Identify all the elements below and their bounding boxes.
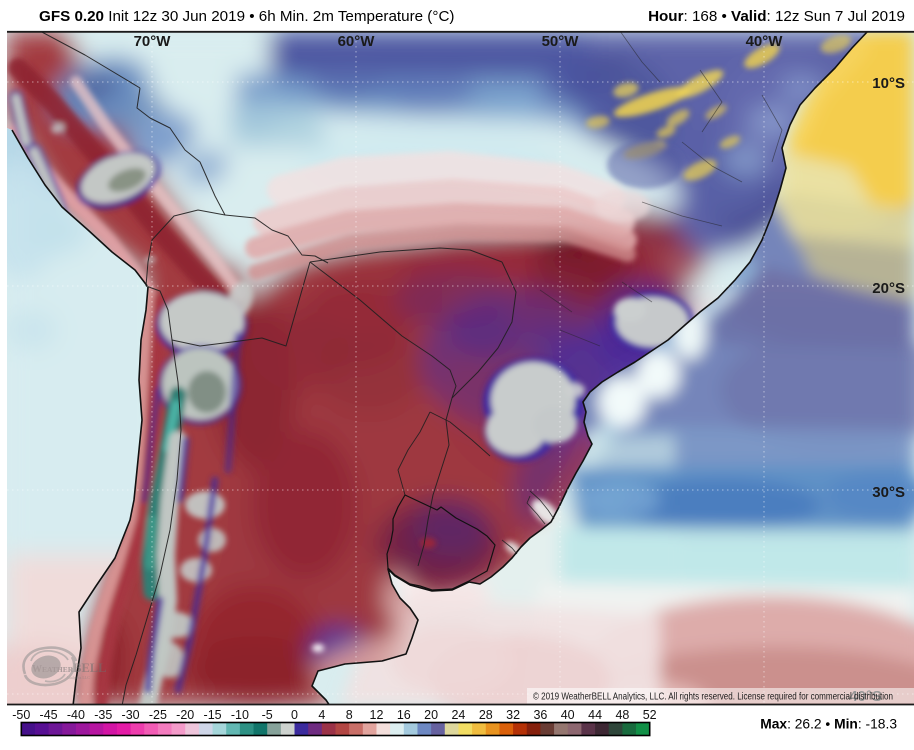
svg-text:40: 40: [561, 708, 575, 722]
svg-text:-50: -50: [12, 708, 30, 722]
svg-text:0: 0: [291, 708, 298, 722]
svg-text:© 2019 WeatherBELL Analytics,: © 2019 WeatherBELL Analytics, LLC. All r…: [533, 692, 893, 703]
svg-text:48: 48: [615, 708, 629, 722]
svg-text:GFS 0.20 Init 12z 30 Jun 2019: GFS 0.20 Init 12z 30 Jun 2019 • 6h Min. …: [39, 8, 454, 25]
svg-text:-15: -15: [204, 708, 222, 722]
svg-text:28: 28: [479, 708, 493, 722]
svg-text:Hour: 168 • Valid: 12z Sun 7 J: Hour: 168 • Valid: 12z Sun 7 Jul 2019: [648, 8, 905, 25]
svg-text:-5: -5: [262, 708, 273, 722]
svg-text:-10: -10: [231, 708, 249, 722]
svg-text:-20: -20: [176, 708, 194, 722]
svg-text:-25: -25: [149, 708, 167, 722]
svg-text:8: 8: [346, 708, 353, 722]
svg-text:30°S: 30°S: [872, 484, 905, 501]
svg-text:20°S: 20°S: [872, 280, 905, 297]
svg-text:4: 4: [318, 708, 325, 722]
svg-text:12: 12: [370, 708, 384, 722]
svg-text:70°W: 70°W: [134, 33, 172, 50]
svg-text:16: 16: [397, 708, 411, 722]
svg-text:Max: 26.2 • Min: -18.3: Max: 26.2 • Min: -18.3: [760, 717, 897, 732]
svg-text:50°W: 50°W: [542, 33, 580, 50]
svg-text:36: 36: [533, 708, 547, 722]
svg-text:44: 44: [588, 708, 602, 722]
svg-text:-35: -35: [94, 708, 112, 722]
svg-text:52: 52: [643, 708, 657, 722]
svg-text:-45: -45: [40, 708, 58, 722]
svg-text:24: 24: [451, 708, 465, 722]
svg-text:32: 32: [506, 708, 520, 722]
svg-text:20: 20: [424, 708, 438, 722]
svg-text:-40: -40: [67, 708, 85, 722]
svg-text:-30: -30: [122, 708, 140, 722]
svg-text:WEATHERBELL: WEATHERBELL: [32, 661, 106, 675]
svg-text:60°W: 60°W: [338, 33, 376, 50]
svg-text:40°W: 40°W: [746, 33, 784, 50]
svg-text:10°S: 10°S: [872, 75, 905, 92]
svg-text:Analytics LLC: Analytics LLC: [66, 675, 90, 680]
